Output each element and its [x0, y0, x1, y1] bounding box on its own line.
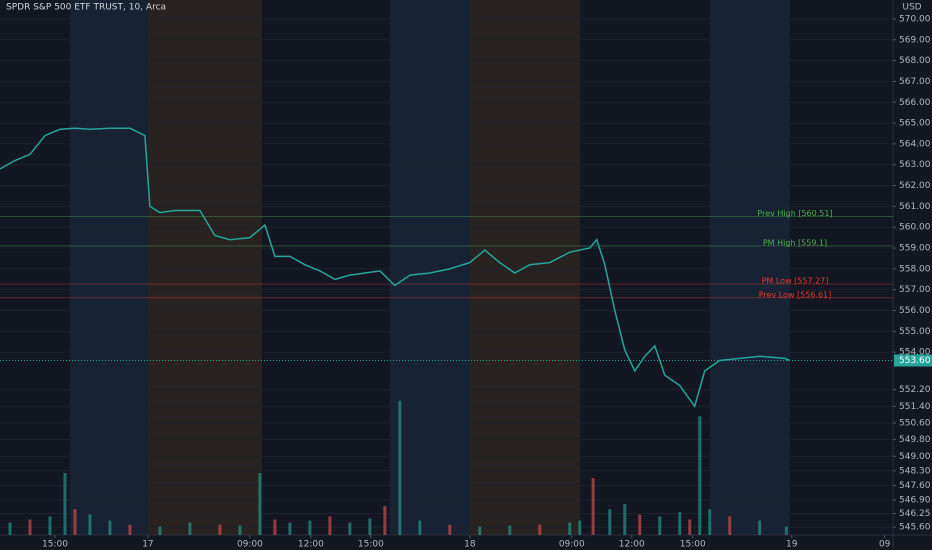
- volume-bar: [658, 516, 662, 535]
- volume-bar: [688, 519, 692, 535]
- volume-bar: [623, 504, 627, 535]
- volume-bar: [784, 526, 788, 535]
- level-label: PM High [559.1]: [763, 238, 827, 247]
- last-price-label: 553.60: [899, 356, 931, 366]
- y-tick-label: 549.80: [899, 435, 931, 445]
- volume-bar: [398, 400, 402, 535]
- y-tick-label: 557.00: [899, 285, 931, 295]
- volume-bar: [273, 519, 277, 535]
- volume-bar: [63, 473, 67, 535]
- price-line: [0, 127, 790, 408]
- volume-bar: [698, 416, 702, 535]
- y-tick-label: 560.00: [899, 223, 931, 233]
- x-tick-label: 15:00: [42, 540, 68, 550]
- y-tick-label: 547.60: [899, 481, 931, 491]
- volume-bar: [678, 512, 682, 535]
- pre-market-session: [148, 0, 262, 535]
- volume-bar: [568, 522, 572, 535]
- y-tick-label: 569.00: [899, 35, 931, 45]
- volume-bar: [708, 509, 712, 535]
- volume-bar: [728, 516, 732, 535]
- y-tick-label: 551.40: [899, 402, 931, 412]
- volume-bar: [758, 520, 762, 535]
- x-tick-label: 09:00: [559, 540, 585, 550]
- chart-title: SPDR S&P 500 ETF TRUST, 10, Arca: [6, 3, 166, 13]
- y-tick-label: 562.00: [899, 181, 931, 191]
- volume-bar: [238, 525, 242, 535]
- x-tick-label: 15:00: [680, 540, 706, 550]
- volume-bar: [73, 509, 77, 535]
- x-tick-label: 19: [786, 540, 798, 550]
- x-tick-label: 12:00: [619, 540, 645, 550]
- volume-bar: [128, 524, 132, 535]
- post-market-session: [390, 0, 470, 535]
- volume-bar: [508, 525, 512, 535]
- volume-bar: [218, 524, 222, 535]
- volume-bar: [608, 509, 612, 535]
- volume-bar: [308, 520, 312, 535]
- y-tick-label: 563.00: [899, 160, 931, 170]
- y-tick-label: 565.00: [899, 119, 931, 129]
- level-label: Prev Low [556.61]: [759, 290, 832, 299]
- y-tick-label: 570.00: [899, 14, 931, 24]
- y-tick-label: 554.00: [899, 348, 931, 358]
- y-tick-label: 546.25: [899, 509, 931, 519]
- volume-bar: [538, 524, 542, 535]
- volume-bar: [258, 473, 262, 535]
- volume-bar: [578, 520, 582, 535]
- x-tick-label: 09:00: [237, 540, 263, 550]
- volume-bar: [28, 519, 32, 535]
- level-label: Prev High [560.51]: [757, 209, 832, 218]
- volume-bar: [328, 516, 332, 535]
- x-tick-label: 09: [879, 540, 891, 550]
- y-tick-label: 566.00: [899, 98, 931, 108]
- y-tick-label: 561.00: [899, 202, 931, 212]
- y-tick-label: 545.60: [899, 523, 931, 533]
- volume-bar: [8, 522, 12, 535]
- volume-bar: [188, 522, 192, 535]
- y-tick-label: 555.00: [899, 327, 931, 337]
- y-tick-label: 568.00: [899, 56, 931, 66]
- post-market-session: [710, 0, 790, 535]
- volume-bar: [368, 518, 372, 535]
- volume-bar: [638, 514, 642, 535]
- y-tick-label: 552.20: [899, 385, 931, 395]
- volume-bar: [591, 478, 595, 535]
- y-tick-label: 567.00: [899, 77, 931, 87]
- volume-bar: [478, 526, 482, 535]
- y-tick-label: 550.60: [899, 418, 931, 428]
- x-tick-label: 12:00: [298, 540, 324, 550]
- volume-bar: [418, 520, 422, 535]
- x-tick-label: 15:00: [358, 540, 384, 550]
- x-tick-label: 18: [464, 540, 476, 550]
- y-tick-label: 548.30: [899, 466, 931, 476]
- currency-label: USD: [902, 3, 921, 13]
- volume-bar: [288, 522, 292, 535]
- x-tick-label: 17: [142, 540, 153, 550]
- volume-bar: [108, 520, 112, 535]
- y-tick-label: 549.00: [899, 452, 931, 462]
- y-tick-label: 558.00: [899, 264, 931, 274]
- last-price-box: [894, 354, 932, 367]
- level-label: PM Low [557.27]: [762, 277, 829, 286]
- volume-bar: [88, 514, 92, 535]
- volume-bar: [158, 526, 162, 535]
- y-tick-label: 564.00: [899, 139, 931, 149]
- y-tick-label: 559.00: [899, 244, 931, 254]
- y-tick-label: 556.00: [899, 306, 931, 316]
- volume-bar: [348, 522, 352, 535]
- volume-bar: [383, 506, 387, 535]
- post-market-session: [70, 0, 148, 535]
- volume-bar: [48, 516, 52, 535]
- y-tick-label: 546.90: [899, 496, 931, 506]
- volume-bar: [448, 524, 452, 535]
